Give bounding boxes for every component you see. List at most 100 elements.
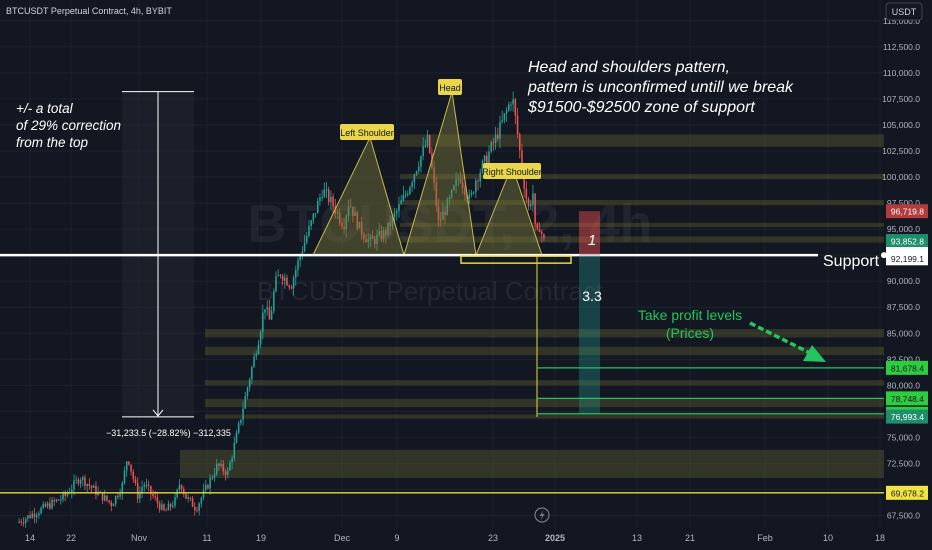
candle-body xyxy=(508,104,510,111)
candle-body xyxy=(44,503,47,507)
candle-body xyxy=(114,495,117,505)
candle-body xyxy=(92,485,95,488)
candle-body xyxy=(389,222,391,227)
candle-body xyxy=(161,504,163,510)
candle-body xyxy=(198,503,200,511)
candle-body xyxy=(27,515,29,519)
candle-body xyxy=(121,483,124,494)
demand-zone xyxy=(205,414,884,419)
candle-body xyxy=(224,471,227,475)
candle-body xyxy=(196,510,198,512)
pattern-note-line-3: $91500-$92500 zone of support xyxy=(527,99,755,116)
candle-body xyxy=(73,480,75,490)
candle-body xyxy=(437,206,440,220)
candle-body xyxy=(319,197,321,201)
candle-body xyxy=(472,192,475,194)
y-tick-label: 95,000.0 xyxy=(887,224,920,234)
candle-body xyxy=(371,236,374,239)
candle-body xyxy=(360,221,363,235)
candle-body xyxy=(229,462,231,471)
last-price-label: 93,852.8 xyxy=(891,237,924,247)
candle-body xyxy=(218,463,220,466)
candle-body xyxy=(540,232,543,235)
candle-body xyxy=(409,187,411,194)
candle-body xyxy=(505,110,508,114)
candle-body xyxy=(200,497,203,504)
candle-body xyxy=(406,193,409,195)
candle-body xyxy=(305,235,308,243)
candle-body xyxy=(354,212,356,216)
candle-body xyxy=(136,483,139,499)
y-tick-label: 115,000.0 xyxy=(883,16,920,26)
x-tick-label: 23 xyxy=(488,533,498,543)
candle-body xyxy=(240,419,242,424)
currency-button[interactable]: USDT xyxy=(885,2,923,21)
candle-body xyxy=(343,226,345,230)
x-tick-label: 18 xyxy=(875,533,885,543)
left-shoulder-label: Left Shoulder xyxy=(340,128,394,138)
candle-body xyxy=(158,503,161,510)
candle-body xyxy=(352,206,354,216)
candle-body xyxy=(189,497,192,499)
y-tick-label: 97,500.0 xyxy=(887,198,920,208)
candle-body xyxy=(191,498,194,507)
candle-body xyxy=(40,507,42,514)
candle-body xyxy=(24,518,27,523)
candle-body xyxy=(444,211,446,215)
candle-body xyxy=(356,212,359,229)
candle-body xyxy=(207,485,209,489)
y-tick-label: 72,500.0 xyxy=(887,458,920,468)
candle-body xyxy=(167,503,170,511)
candle-body xyxy=(242,408,244,420)
candle-body xyxy=(448,197,451,200)
candle-body xyxy=(363,234,365,239)
y-tick-label: 85,000.0 xyxy=(887,328,920,338)
candle-body xyxy=(33,513,36,518)
candle-body xyxy=(101,492,104,501)
candle-body xyxy=(75,479,77,481)
candles xyxy=(18,91,545,528)
price-labels: 96,719.893,852.851:5392,608.292,199.181,… xyxy=(881,204,928,500)
watermark-symbol: BTCUSDT, 2, 4h xyxy=(247,194,652,254)
candle-body xyxy=(233,442,236,459)
candle-body xyxy=(211,477,214,479)
candle-body xyxy=(90,485,93,488)
candle-body xyxy=(481,161,484,173)
candle-body xyxy=(277,275,279,277)
head-label-box xyxy=(438,79,462,95)
head-and-shoulders-pattern xyxy=(312,91,543,256)
take-profit-price-label: 81,678.4 xyxy=(891,363,924,373)
take-profit-price-label-bg xyxy=(886,360,928,375)
candle-body xyxy=(84,477,86,487)
candle-body xyxy=(215,463,218,475)
candle-body xyxy=(380,230,383,240)
candle-body xyxy=(374,238,376,245)
head-label: Head xyxy=(439,83,461,93)
candle-body xyxy=(281,275,284,281)
candle-body xyxy=(226,470,229,475)
candle-body xyxy=(117,495,119,497)
time-axis[interactable]: 14 22 Nov 11 19 Dec 9 23 2025 13 21 Feb 10 18 xyxy=(25,533,885,543)
correction-note-line-1: +/- a total xyxy=(16,101,74,116)
x-tick-label: 14 xyxy=(25,533,35,543)
watermark-name: BTCUSDT Perpetual Contract xyxy=(257,276,604,306)
candle-body xyxy=(503,113,506,120)
stop-price-label: 96,719.8 xyxy=(891,207,924,217)
candle-body xyxy=(187,497,189,499)
candle-body xyxy=(128,461,130,465)
candle-body xyxy=(316,200,319,214)
candle-body xyxy=(295,270,297,278)
candle-body xyxy=(244,395,247,409)
candle-body xyxy=(143,485,146,487)
lightning-icon[interactable] xyxy=(534,507,550,523)
candle-body xyxy=(253,356,255,368)
candle-body xyxy=(323,189,326,198)
candle-body xyxy=(95,485,97,495)
x-tick-label: 21 xyxy=(685,533,695,543)
candle-body xyxy=(479,172,481,182)
measure-arrowhead xyxy=(152,409,164,417)
candle-body xyxy=(156,497,159,504)
candle-body xyxy=(139,492,141,499)
